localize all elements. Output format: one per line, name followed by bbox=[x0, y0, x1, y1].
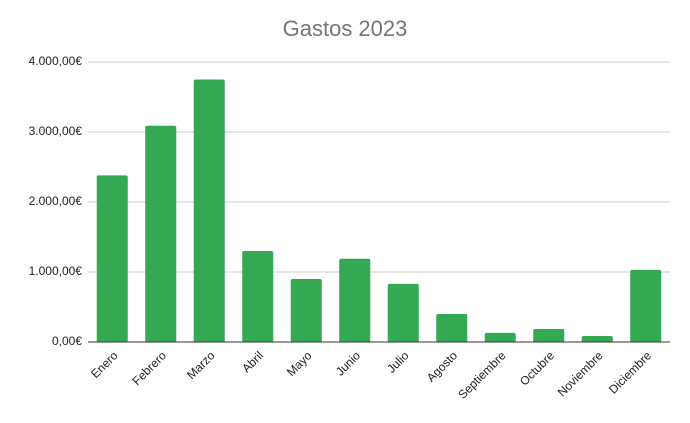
bar bbox=[581, 336, 613, 342]
bar bbox=[630, 269, 662, 342]
y-tick-label: 4.000,00€ bbox=[29, 54, 83, 68]
y-tick-label: 0,00€ bbox=[52, 334, 82, 348]
y-tick-label: 3.000,00€ bbox=[29, 124, 83, 138]
chart-title: Gastos 2023 bbox=[283, 16, 408, 41]
bar bbox=[484, 332, 516, 342]
y-tick-label: 2.000,00€ bbox=[29, 194, 83, 208]
bar bbox=[96, 175, 128, 342]
bar bbox=[339, 258, 371, 342]
bar bbox=[533, 329, 565, 342]
bar bbox=[145, 125, 177, 342]
bar bbox=[436, 314, 468, 342]
bar bbox=[242, 251, 274, 342]
bar bbox=[387, 283, 419, 342]
bar bbox=[193, 79, 225, 342]
y-tick-label: 1.000,00€ bbox=[29, 264, 83, 278]
bar bbox=[290, 279, 322, 342]
